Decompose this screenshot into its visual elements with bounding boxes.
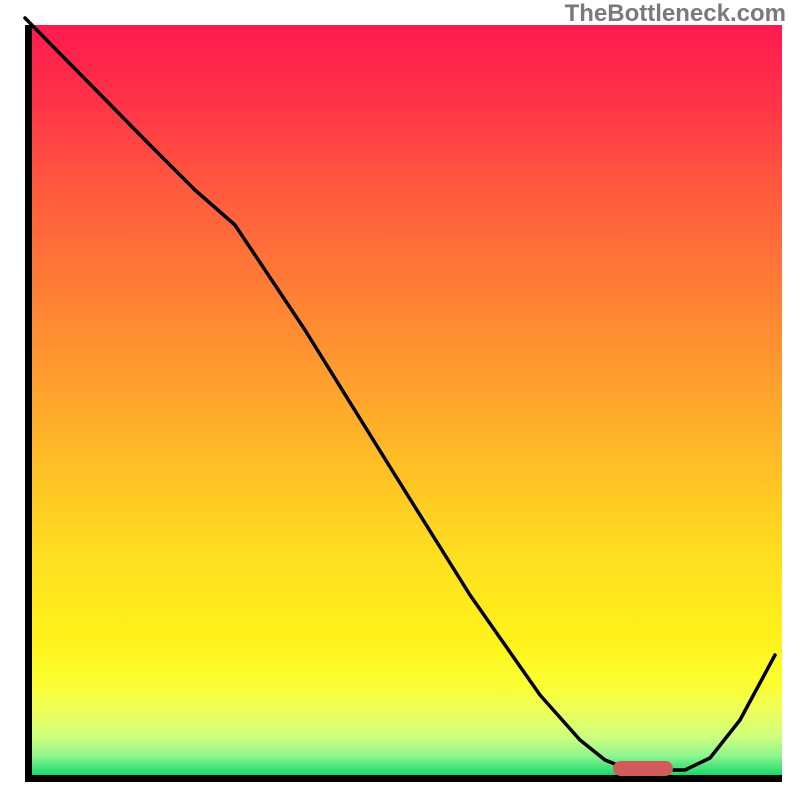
optimal-range-marker bbox=[613, 761, 673, 776]
bottleneck-chart: TheBottleneck.com bbox=[0, 0, 800, 800]
watermark-label: TheBottleneck.com bbox=[565, 0, 786, 28]
bottleneck-curve bbox=[0, 0, 800, 800]
